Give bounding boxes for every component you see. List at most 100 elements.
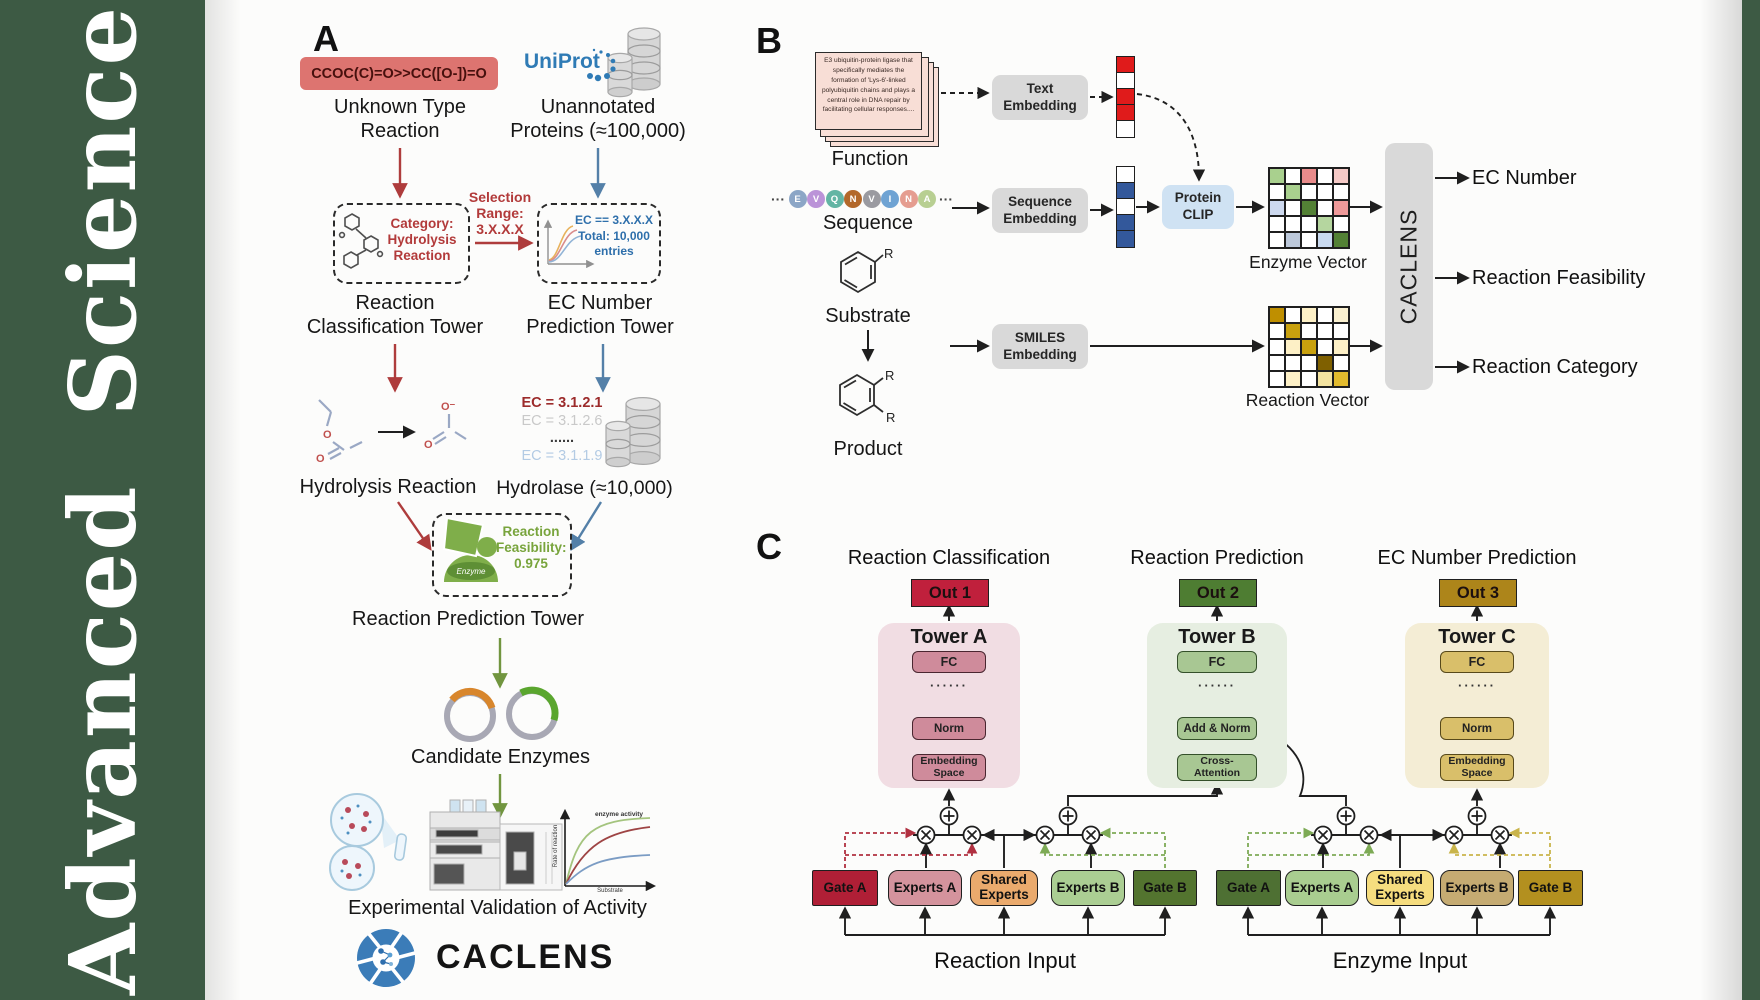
out-1-box: Out 1 bbox=[911, 579, 989, 607]
matrix-cell bbox=[1285, 355, 1301, 371]
enzyme-activity-annotation: enzyme activity bbox=[594, 811, 644, 818]
journal-name: Advanced Science bbox=[48, 5, 157, 995]
candidate-enzymes-label: Candidate Enzymes bbox=[411, 746, 590, 768]
matrix-cell bbox=[1301, 200, 1317, 216]
ec-number-prediction-tower-label: EC Number Prediction Tower bbox=[526, 292, 674, 338]
matrix-cell bbox=[1317, 307, 1333, 323]
vector-cell bbox=[1116, 88, 1135, 106]
ec-selection-dashed-box bbox=[537, 203, 661, 284]
journal-edge-strip bbox=[1742, 0, 1760, 1000]
matrix-cell bbox=[1333, 200, 1349, 216]
page-shadow-left bbox=[205, 0, 241, 1000]
database-icon bbox=[607, 27, 661, 98]
matrix-cell bbox=[1301, 339, 1317, 355]
enzyme-vector-matrix bbox=[1268, 167, 1350, 249]
vector-cell bbox=[1116, 214, 1135, 232]
sequence-dots: ··· bbox=[939, 191, 953, 207]
matrix-cell bbox=[1317, 168, 1333, 184]
ec-condition-label: EC == 3.X.X.X Total: 10,000 entries bbox=[574, 213, 654, 259]
enzyme-vector-label: Enzyme Vector bbox=[1249, 252, 1367, 272]
benzene-ring-icon bbox=[840, 250, 884, 294]
matrix-cell bbox=[1333, 371, 1349, 387]
matrix-cell bbox=[1269, 232, 1285, 248]
smiles-embedding-box: SMILES Embedding bbox=[992, 324, 1088, 369]
gate-dashed-wires bbox=[844, 827, 1551, 868]
graph-ylabel: Rate of reaction bbox=[553, 824, 559, 868]
matrix-cell bbox=[1317, 339, 1333, 355]
norm-block: Norm bbox=[912, 717, 986, 740]
reaction-vector-matrix bbox=[1268, 306, 1350, 388]
gate-a-enzyme-box: Gate A bbox=[1216, 870, 1281, 906]
add-norm-block: Add & Norm bbox=[1177, 717, 1257, 740]
sequence-row: ··· E V Q N V I N A ··· bbox=[768, 190, 956, 208]
matrix-cell bbox=[1269, 200, 1285, 216]
residue-circle: V bbox=[862, 190, 881, 208]
matrix-cell bbox=[1333, 232, 1349, 248]
matrix-cell bbox=[1285, 307, 1301, 323]
output-ec-number: EC Number bbox=[1472, 167, 1577, 189]
fc-block: FC bbox=[1177, 651, 1257, 673]
matrix-cell bbox=[1333, 323, 1349, 339]
substrate-label: Substrate bbox=[825, 305, 911, 327]
activity-graph-icon bbox=[559, 808, 657, 892]
norm-block: Norm bbox=[1440, 717, 1514, 740]
matrix-cell bbox=[1269, 339, 1285, 355]
feasibility-dashed-box bbox=[432, 513, 572, 597]
experts-b-reaction-box: Experts B bbox=[1051, 870, 1125, 906]
tower-c-title: Tower C bbox=[1438, 626, 1516, 648]
residue-circle: Q bbox=[825, 190, 844, 208]
matrix-cell bbox=[1285, 168, 1301, 184]
matrix-cell bbox=[1269, 371, 1285, 387]
matrix-cell bbox=[1285, 184, 1301, 200]
experimental-validation-label: Experimental Validation of Activity bbox=[348, 897, 647, 919]
sequence-embedding-box: Sequence Embedding bbox=[992, 188, 1088, 233]
out-3-box: Out 3 bbox=[1439, 579, 1517, 607]
gate-a-reaction-box: Gate A bbox=[812, 870, 878, 906]
out-2-box: Out 2 bbox=[1179, 579, 1257, 607]
panel-c-label: C bbox=[756, 526, 782, 567]
matrix-cell bbox=[1301, 371, 1317, 387]
matrix-cell bbox=[1301, 216, 1317, 232]
matrix-cell bbox=[1333, 307, 1349, 323]
matrix-cell bbox=[1317, 200, 1333, 216]
hplc-instrument-icon bbox=[429, 799, 563, 891]
matrix-cell bbox=[1317, 355, 1333, 371]
sequence-label: Sequence bbox=[822, 212, 914, 234]
carboxylate-molecule-icon bbox=[432, 414, 467, 445]
vector-cell bbox=[1116, 166, 1135, 184]
caclens-model-bar: CACLENS bbox=[1385, 143, 1433, 390]
tower-a-title: Tower A bbox=[910, 626, 988, 648]
output-reaction-feasibility: Reaction Feasibility bbox=[1472, 267, 1646, 289]
residue-circle: N bbox=[899, 190, 918, 208]
matrix-cell bbox=[1285, 371, 1301, 387]
residue-circle: A bbox=[918, 190, 936, 208]
matrix-cell bbox=[1285, 339, 1301, 355]
reaction-vector-label: Reaction Vector bbox=[1245, 390, 1370, 410]
vector-cell bbox=[1116, 198, 1135, 216]
matrix-cell bbox=[1269, 216, 1285, 232]
r-group-label: R bbox=[886, 410, 895, 425]
graph-xlabel: Substrate bbox=[597, 888, 623, 894]
ec-number-list: EC = 3.1.2.1 EC = 3.1.2.6...... EC = 3.1.1… bbox=[512, 395, 612, 465]
function-label: Function bbox=[831, 148, 909, 170]
matrix-cell bbox=[1317, 184, 1333, 200]
matrix-cell bbox=[1285, 232, 1301, 248]
mix-operators bbox=[916, 806, 1510, 845]
oxygen-label: O bbox=[424, 439, 433, 451]
tower-c: Tower C FC ······ Norm Embedding Space bbox=[1405, 623, 1549, 788]
category-label: Category: Hydrolysis Reaction bbox=[387, 216, 457, 264]
oxygen-label: O bbox=[316, 453, 325, 465]
tower-b: Tower B FC ······ Add & Norm Cross- Atte… bbox=[1147, 623, 1287, 788]
header-reaction-prediction: Reaction Prediction bbox=[1130, 547, 1304, 569]
smiles-reaction-box: CCOC(C)=O>>CC([O-])=O bbox=[300, 57, 498, 90]
tower-dots: ······ bbox=[1198, 678, 1236, 693]
experts-a-enzyme-box: Experts A bbox=[1285, 870, 1359, 906]
embedding-space-block: Embedding Space bbox=[1440, 754, 1514, 781]
classification-dashed-box bbox=[333, 203, 470, 284]
ec-list-item: EC = 3.1.1.9 bbox=[521, 447, 603, 464]
ec-list-item: ...... bbox=[549, 430, 575, 446]
ec-list-item: EC = 3.1.2.1 bbox=[521, 395, 603, 411]
unknown-type-label: Unknown Type Reaction bbox=[334, 96, 466, 142]
cell-sample-icon bbox=[329, 793, 408, 891]
